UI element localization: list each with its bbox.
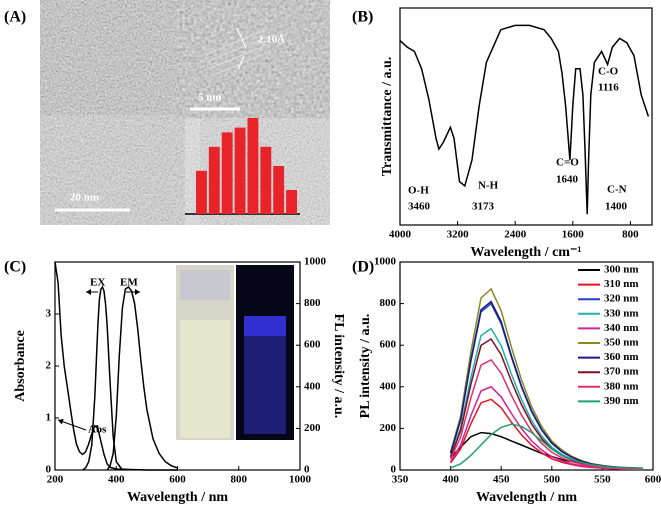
blue-emission [244, 316, 286, 336]
legend-label: 370 nm [604, 366, 639, 378]
bar [286, 190, 297, 214]
x-tick-label: 1600 [562, 229, 585, 241]
y-axis-label: PL intensity / a.u. [358, 314, 373, 419]
bar [247, 118, 259, 214]
x-tick-label: 400 [442, 474, 459, 486]
cuvette-cap [180, 270, 230, 300]
tem-shade [40, 115, 200, 225]
x-tick-label: 1000 [289, 474, 312, 486]
y2-tick-label: 800 [304, 297, 321, 309]
x-tick-label: 200 [47, 474, 64, 486]
legend-label: 360 nm [604, 351, 639, 363]
series-line [450, 423, 643, 470]
x-axis-label: Wavelength / nm [476, 490, 577, 505]
plot-frame [399, 7, 653, 226]
bar [234, 127, 246, 214]
y-tick-label: 1000 [374, 256, 397, 268]
x-tick-label: 2400 [504, 229, 527, 241]
panel-label: (A) [4, 9, 26, 26]
x-axis-label: Wavelength / cm⁻¹ [470, 245, 581, 260]
legend-label: 330 nm [604, 307, 639, 319]
legend-label: 320 nm [604, 293, 639, 305]
series-line [54, 261, 178, 471]
x-tick-label: 500 [544, 474, 561, 486]
arrow-head [86, 289, 91, 295]
cuvette [180, 320, 230, 438]
y-axis-label: Absorbance [13, 330, 28, 402]
plot-frame [399, 261, 654, 471]
legend-label: 380 nm [604, 380, 639, 392]
arrow-head [135, 289, 140, 295]
y-tick-label: 0 [46, 464, 52, 476]
legend-label: 350 nm [604, 337, 639, 349]
annotation: EM [120, 277, 138, 289]
annotation: O-H [408, 185, 429, 197]
annotation: C-N [607, 184, 627, 196]
annotation: C-O [598, 66, 619, 78]
y2-axis-label: FL intensity / a.u. [331, 314, 346, 419]
x-tick-label: 800 [231, 474, 248, 486]
y-tick-label: 800 [380, 297, 397, 309]
x-tick-label: 350 [392, 474, 409, 486]
y-tick-label: 2 [46, 360, 52, 372]
y2-tick-label: 1000 [304, 256, 327, 268]
x-tick-label: 600 [645, 474, 661, 486]
arrow-head [58, 418, 64, 425]
x-tick-label: 800 [622, 229, 639, 241]
annotation: EX [90, 277, 105, 289]
panel-label: (C) [4, 259, 26, 276]
blue-emission [244, 336, 286, 434]
annotation: 20 nm [70, 192, 99, 204]
panel-label: (D) [352, 259, 374, 276]
series-line [399, 24, 650, 215]
bar [260, 146, 272, 214]
annotation: C=O [556, 157, 579, 169]
annotation: 1400 [605, 201, 628, 213]
annotation: 1116 [598, 82, 619, 94]
x-tick-label: 550 [594, 474, 611, 486]
bar [221, 132, 233, 214]
x-tick-label: 4000 [389, 229, 412, 241]
legend-label: 300 nm [604, 264, 639, 276]
y-axis-label: Transmittance / a.u. [380, 57, 395, 177]
bar [208, 146, 220, 214]
legend-label: 310 nm [604, 278, 639, 290]
series-line [106, 285, 178, 471]
y2-tick-label: 400 [304, 380, 321, 392]
legend-label: 340 nm [604, 322, 639, 334]
annotation: N-H [478, 180, 499, 192]
y2-tick-label: 600 [304, 339, 321, 351]
annotation: 3173 [472, 201, 495, 213]
y2-tick-label: 0 [304, 464, 310, 476]
bar [196, 170, 207, 214]
x-tick-label: 600 [169, 474, 186, 486]
x-tick-label: 3200 [447, 229, 470, 241]
series-line [82, 285, 124, 471]
y-tick-label: 1 [46, 412, 52, 424]
y-tick-label: 200 [380, 422, 397, 434]
y-tick-label: 0 [391, 464, 397, 476]
annotation: 5 nm [198, 92, 222, 104]
y2-tick-label: 200 [304, 422, 321, 434]
y-tick-label: 600 [380, 339, 397, 351]
x-tick-label: 400 [108, 474, 125, 486]
y-tick-label: 400 [380, 380, 397, 392]
y-tick-label: 3 [46, 308, 52, 320]
x-tick-label: 450 [493, 474, 510, 486]
panel-label: (B) [352, 9, 373, 26]
bar [273, 166, 285, 214]
x-axis-label: Wavelength / nm [127, 490, 228, 505]
annotation: 1640 [556, 174, 579, 186]
annotation: 3460 [408, 201, 431, 213]
lattice-fringes [204, 27, 272, 77]
annotation: 2.10Å [258, 34, 285, 46]
legend-label: 390 nm [604, 395, 639, 407]
